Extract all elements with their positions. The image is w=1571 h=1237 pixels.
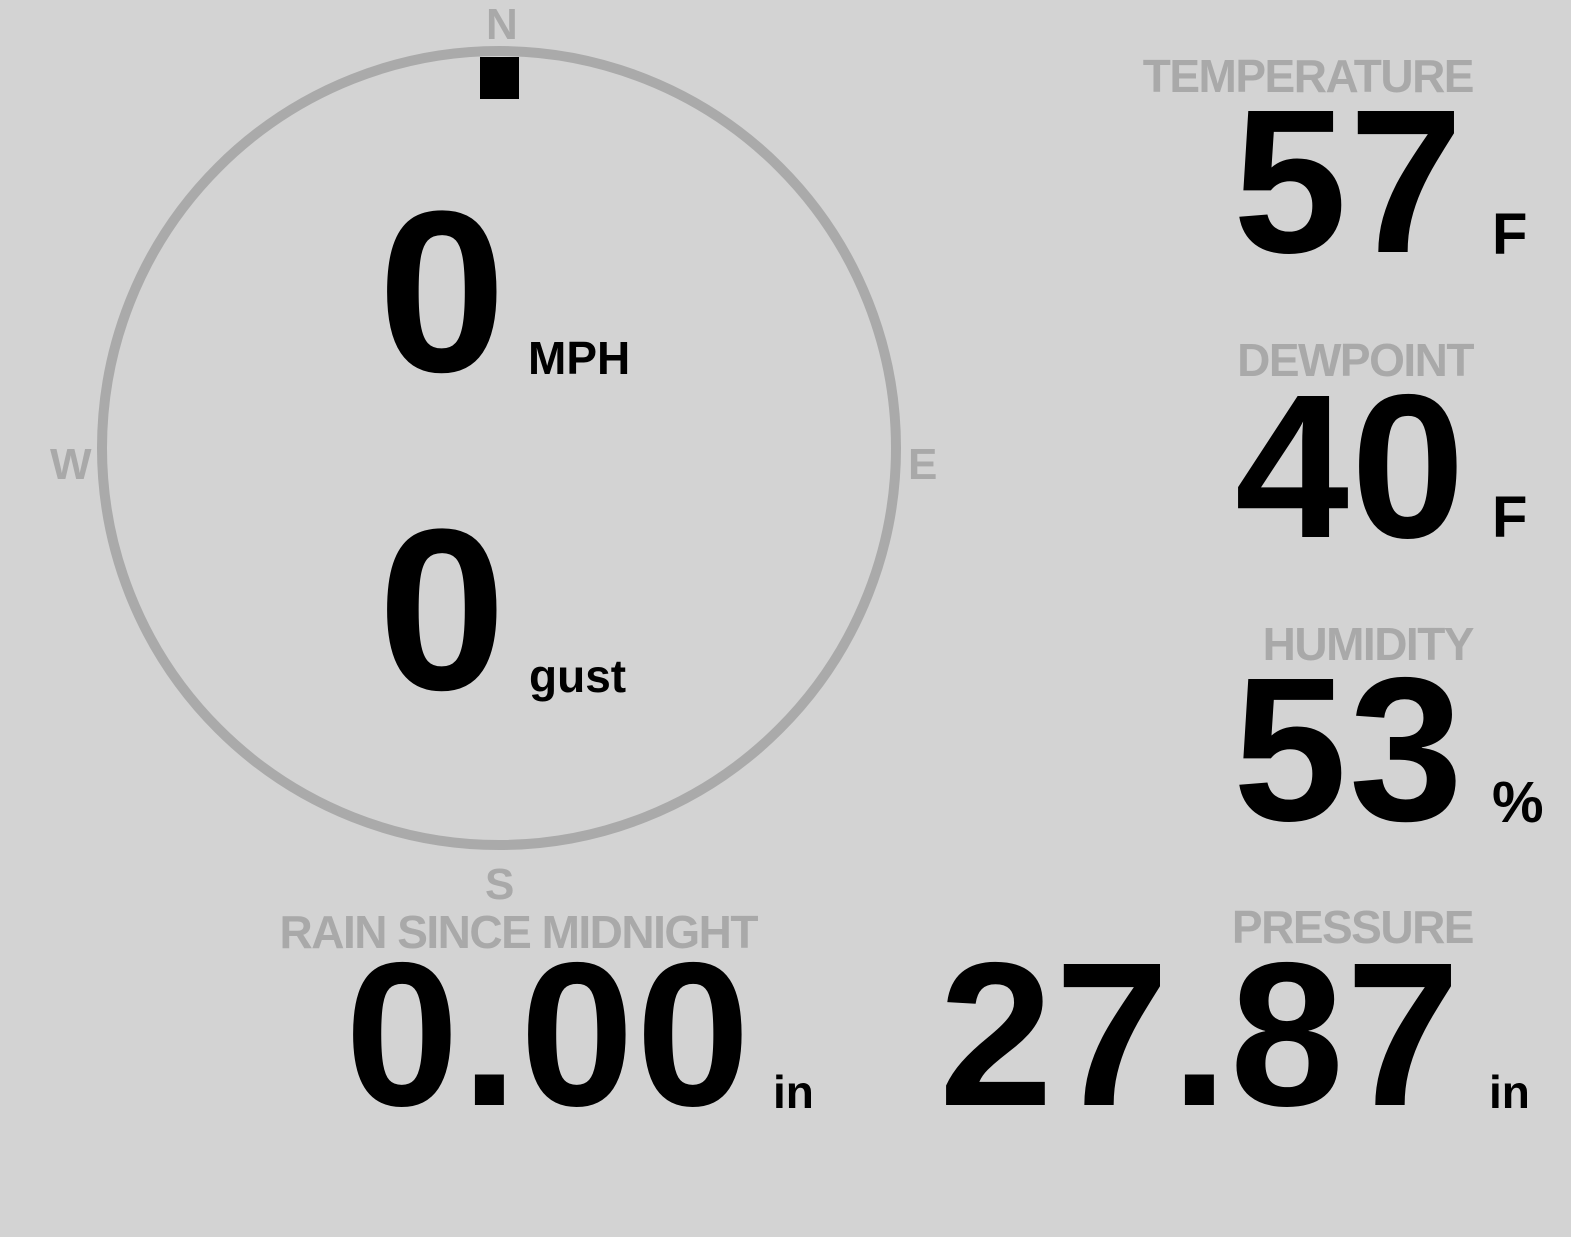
dewpoint-value: 40 xyxy=(1234,352,1467,581)
humidity-unit: % xyxy=(1492,770,1544,835)
compass-east: E xyxy=(908,440,938,489)
rain-unit: in xyxy=(773,1066,814,1118)
compass-west: W xyxy=(50,440,92,489)
humidity-label: HUMIDITY xyxy=(1262,618,1475,670)
wind-speed-unit: MPH xyxy=(528,332,631,384)
compass-south: S xyxy=(485,860,515,909)
wind-speed-value: 0 xyxy=(378,163,506,420)
dewpoint-unit: F xyxy=(1492,485,1528,550)
rain-label: RAIN SINCE MIDNIGHT xyxy=(279,906,759,958)
direction-indicator xyxy=(480,57,519,99)
temperature-unit: F xyxy=(1492,202,1528,267)
wind-gust-value: 0 xyxy=(378,481,506,738)
compass-ring xyxy=(97,46,901,850)
wind-gust-unit: gust xyxy=(529,650,627,702)
rain-value: 0.00 xyxy=(345,920,752,1149)
wind-direction-marker xyxy=(480,57,519,99)
pressure-label: PRESSURE xyxy=(1231,901,1475,953)
pressure-unit: in xyxy=(1489,1066,1530,1118)
humidity-value: 53 xyxy=(1232,635,1465,864)
pressure-value: 27.87 xyxy=(938,920,1462,1149)
temperature-value: 57 xyxy=(1232,67,1465,296)
wind-compass xyxy=(97,46,901,850)
temperature-label: TEMPERATURE xyxy=(1142,50,1475,102)
dewpoint-label: DEWPOINT xyxy=(1237,334,1474,386)
compass-north: N xyxy=(486,0,518,49)
